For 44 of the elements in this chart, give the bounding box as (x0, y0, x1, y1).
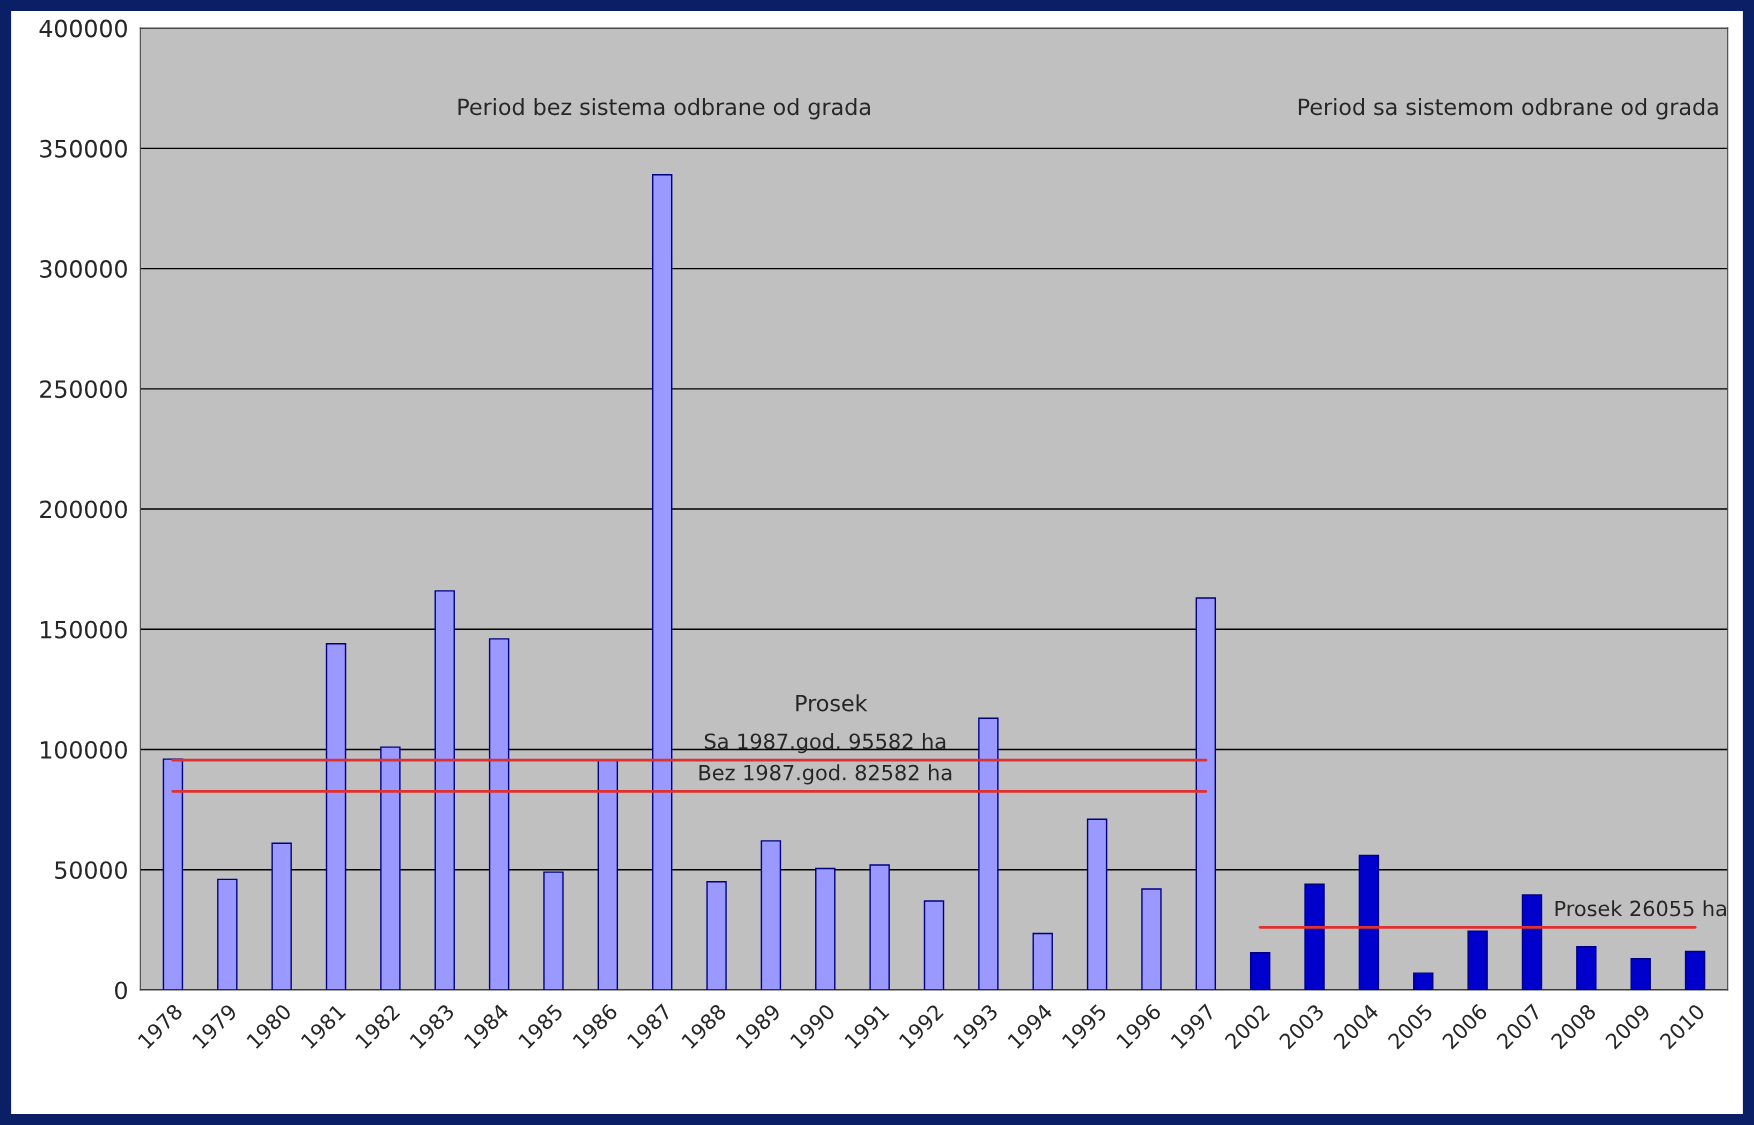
annotation: Sa 1987.god. 95582 ha (704, 733, 946, 754)
y-tick-label: 400000 (39, 19, 127, 38)
bar (1304, 883, 1325, 990)
bar (325, 643, 347, 990)
bar (1467, 930, 1488, 990)
bar (1684, 950, 1706, 990)
bar (1630, 958, 1651, 990)
bar (1141, 888, 1162, 990)
bar (434, 590, 455, 990)
y-tick-label: 300000 (40, 260, 127, 278)
bar (1413, 972, 1434, 990)
y-tick-label: 100000 (40, 740, 127, 759)
y-tick-label: 350000 (40, 139, 127, 158)
bar (760, 840, 782, 990)
bar (869, 864, 890, 990)
bar (815, 867, 836, 990)
bar (271, 842, 292, 990)
bar (1576, 946, 1597, 990)
annotation: Prosek (796, 694, 868, 712)
bar (543, 871, 564, 990)
bar (1249, 952, 1271, 990)
bar (1032, 932, 1053, 990)
bar (1358, 854, 1380, 990)
annotation: Bez 1987.god. 82582 ha (699, 764, 952, 785)
bar (1521, 894, 1543, 990)
bar (597, 759, 619, 990)
y-tick-label: 250000 (40, 380, 127, 399)
bar (162, 758, 184, 990)
y-tick-label: 50000 (55, 861, 127, 880)
annotation: Prosek 26055 ha (1555, 900, 1726, 917)
bar (1195, 597, 1217, 990)
y-tick-label: 200000 (40, 500, 127, 519)
bar (651, 174, 673, 990)
y-tick-label: 150000 (40, 620, 127, 639)
bar (1086, 818, 1108, 990)
annotation: Period sa sistemom odbrane od grada (1298, 98, 1718, 120)
bar (380, 746, 401, 990)
bar (217, 878, 238, 990)
bar (923, 900, 945, 990)
bar (488, 638, 510, 990)
bar (978, 717, 999, 990)
annotation: Period bez sistema odbrane od grada (458, 98, 870, 120)
y-tick-label: 0 (115, 981, 127, 1000)
bar (706, 881, 727, 990)
